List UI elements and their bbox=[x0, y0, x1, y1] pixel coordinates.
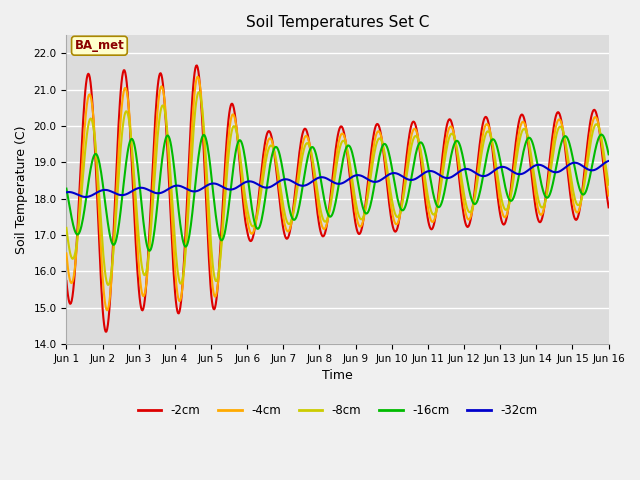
Title: Soil Temperatures Set C: Soil Temperatures Set C bbox=[246, 15, 429, 30]
Y-axis label: Soil Temperature (C): Soil Temperature (C) bbox=[15, 125, 28, 254]
Text: BA_met: BA_met bbox=[74, 39, 124, 52]
Legend: -2cm, -4cm, -8cm, -16cm, -32cm: -2cm, -4cm, -8cm, -16cm, -32cm bbox=[133, 399, 542, 421]
X-axis label: Time: Time bbox=[322, 369, 353, 382]
